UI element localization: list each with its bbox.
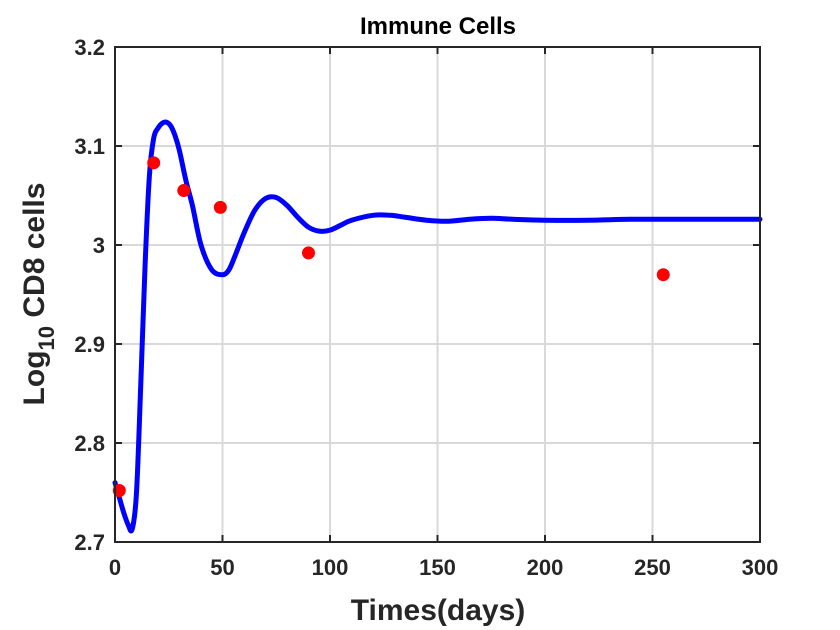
x-axis-label: Times(days) [351,594,526,627]
data-point [112,484,126,498]
y-tick-label: 3 [93,233,105,258]
y-axis-label-subscript: 10 [34,326,59,350]
y-tick-label: 2.7 [74,530,105,555]
model-line [112,119,763,534]
x-tick-label: 0 [109,555,121,580]
x-tick-labels: 0 50 100 150 200 250 300 [109,555,778,580]
data-point [177,184,191,198]
x-tick-label: 50 [210,555,234,580]
data-point [147,156,161,170]
x-tick-label: 100 [312,555,349,580]
data-point [302,246,315,260]
x-tick-label: 300 [742,555,779,580]
ticks [114,46,761,543]
y-axis-label: Log10 CD8 cells [18,183,59,406]
y-tick-labels: 2.7 2.8 2.9 3 3.1 3.2 [74,35,105,555]
data-point [213,200,227,214]
y-tick-label: 2.8 [74,431,105,456]
x-tick-label: 200 [527,555,564,580]
y-tick-label: 2.9 [74,332,105,357]
y-axis-label-prefix: Log [18,350,51,405]
series-line-group [112,119,763,534]
y-axis-label-suffix: CD8 cells [18,183,51,326]
x-tick-label: 150 [419,555,456,580]
series-points-group [112,156,670,498]
grid [114,46,761,543]
chart-title: Immune Cells [360,13,516,40]
y-tick-label: 3.2 [74,35,105,60]
x-tick-label: 250 [634,555,671,580]
y-tick-label: 3.1 [74,134,105,159]
data-point [656,268,670,282]
